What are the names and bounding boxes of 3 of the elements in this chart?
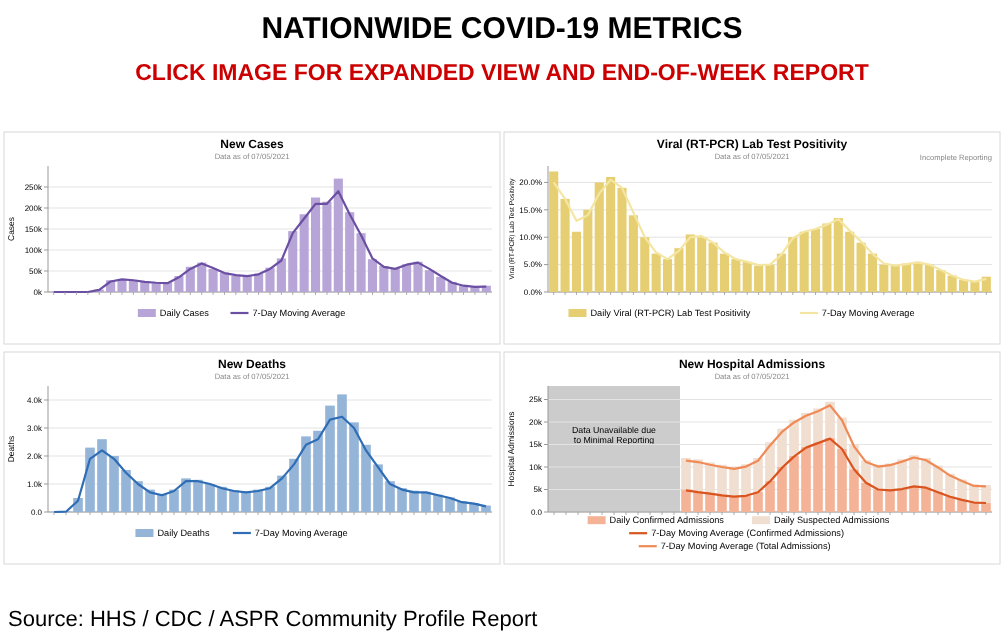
source-note: Source: HHS / CDC / ASPR Community Profile Report: [8, 608, 538, 632]
text: CLICK IMAGE FOR EXPANDED VIEW AND END-OF-WEEK REPORT: [135, 62, 869, 86]
text: NATIONWIDE COVID-19 METRICS: [261, 12, 743, 46]
